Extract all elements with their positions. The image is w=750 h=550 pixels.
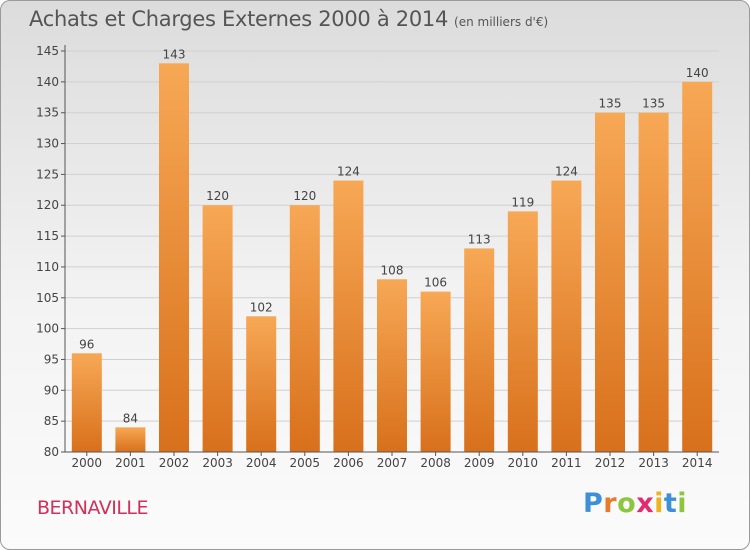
bar-2012 [595, 112, 625, 452]
bar-2000 [71, 353, 102, 452]
data-label-2013: 135 [642, 97, 665, 111]
bar-2006 [333, 180, 364, 453]
data-label-2012: 135 [599, 97, 622, 111]
bar-2011 [551, 180, 582, 453]
y-tick-label-90: 90 [44, 383, 59, 397]
data-label-2003: 120 [206, 189, 229, 203]
title-text: Achats et Charges Externes 2000 à 2014 [29, 7, 449, 31]
x-tick-label-2000: 2000 [72, 456, 103, 470]
unit-note: (en milliers d'€) [454, 15, 549, 29]
axes [61, 45, 719, 456]
x-tick-label-2009: 2009 [464, 456, 495, 470]
x-tick-label-2006: 2006 [333, 456, 364, 470]
bar-2004 [246, 316, 277, 452]
y-tick-label-105: 105 [36, 291, 59, 305]
logo-letter: r [603, 488, 618, 519]
data-label-2009: 113 [468, 232, 491, 246]
data-label-2008: 106 [424, 276, 447, 290]
x-tick-label-2007: 2007 [377, 456, 408, 470]
y-tick-label-145: 145 [36, 44, 59, 58]
logo-letter: i [654, 488, 664, 519]
logo-letter: o [617, 488, 637, 519]
y-tick-label-130: 130 [36, 137, 59, 151]
x-tick-label-2008: 2008 [420, 456, 451, 470]
data-label-2002: 143 [163, 47, 186, 61]
bar-2010 [507, 211, 538, 452]
y-tick-label-120: 120 [36, 198, 59, 212]
data-label-2005: 120 [293, 189, 316, 203]
data-label-2007: 108 [381, 263, 404, 277]
proxiti-logo[interactable]: Proxiti [583, 488, 687, 519]
logo-letter: i [677, 488, 688, 519]
data-label-2010: 119 [511, 195, 534, 209]
x-tick-label-2005: 2005 [290, 456, 321, 470]
x-tick-label-2002: 2002 [159, 456, 190, 470]
bar-2009 [464, 248, 495, 452]
data-label-2006: 124 [337, 165, 360, 179]
x-tick-label-2003: 2003 [202, 456, 233, 470]
bar-2002 [159, 63, 189, 452]
data-label-2000: 96 [79, 337, 94, 351]
y-tick-label-140: 140 [36, 75, 59, 89]
x-tick-label-2011: 2011 [551, 456, 582, 470]
bar-2013 [638, 112, 669, 452]
bars [71, 63, 713, 453]
y-tick-label-100: 100 [36, 322, 59, 336]
logo-letter: P [583, 488, 604, 519]
data-label-2004: 102 [250, 300, 273, 314]
logo-letter: x [636, 488, 655, 519]
data-label-2001: 84 [123, 411, 138, 425]
y-tick-label-85: 85 [44, 414, 59, 428]
y-tick-label-115: 115 [36, 229, 59, 243]
x-tick-label-2001: 2001 [115, 456, 146, 470]
data-label-2014: 140 [686, 66, 709, 80]
logo-letter: t [663, 488, 678, 519]
bar-2007 [377, 279, 407, 452]
x-tick-label-2012: 2012 [595, 456, 626, 470]
bar-2001 [115, 427, 146, 452]
y-tick-label-110: 110 [36, 260, 59, 274]
labels: 80 85 90 95 100 105 110 115 120 125 130 135 140 145 96… [36, 44, 712, 470]
bar-2014 [682, 81, 713, 452]
data-label-2011: 124 [555, 165, 578, 179]
bar-2008 [420, 291, 451, 452]
y-tick-label-125: 125 [36, 167, 59, 181]
x-tick-label-2014: 2014 [682, 456, 713, 470]
y-tick-label-95: 95 [44, 352, 59, 366]
x-tick-label-2010: 2010 [508, 456, 539, 470]
y-tick-label-135: 135 [36, 106, 59, 120]
bar-2003 [202, 205, 233, 452]
town-name: BERNAVILLE [37, 497, 149, 519]
x-tick-label-2004: 2004 [246, 456, 277, 470]
bar-2005 [289, 205, 320, 452]
x-tick-label-2013: 2013 [638, 456, 669, 470]
chart-title: Achats et Charges Externes 2000 à 2014 (e… [29, 7, 548, 31]
y-tick-label-80: 80 [44, 445, 59, 459]
